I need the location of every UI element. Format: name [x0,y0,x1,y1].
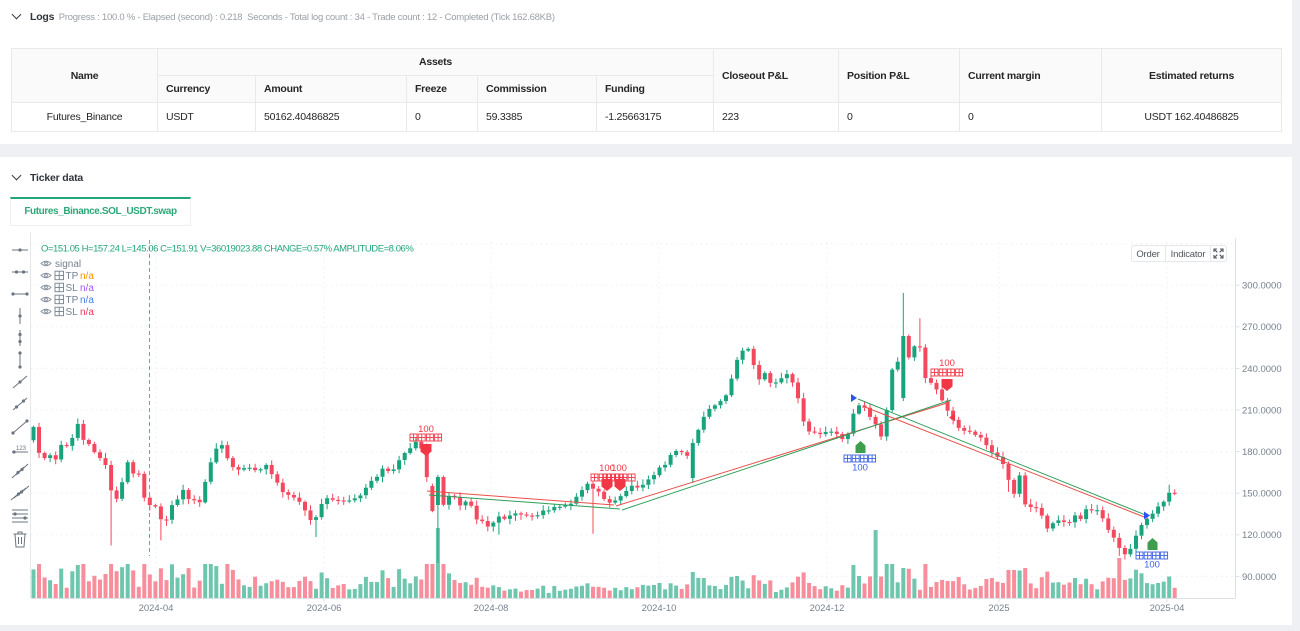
svg-text:2024-06: 2024-06 [307,603,342,614]
svg-text:SL: SL [66,307,79,318]
svg-text:TP: TP [66,295,79,306]
svg-text:2025-04: 2025-04 [1150,603,1185,614]
svg-text:100: 100 [852,463,868,474]
svg-text:100: 100 [599,463,615,474]
svg-text:120.0000: 120.0000 [1242,530,1282,541]
svg-text:n/a: n/a [80,283,94,294]
svg-text:O=151.05 H=157.24 L=145.06 C=1: O=151.05 H=157.24 L=145.06 C=151.91 V=36… [41,244,414,255]
svg-text:100: 100 [611,463,627,474]
svg-text:210.0000: 210.0000 [1242,405,1282,416]
svg-text:2024-08: 2024-08 [474,603,509,614]
svg-text:123: 123 [16,446,27,452]
svg-text:180.0000: 180.0000 [1242,447,1282,458]
svg-text:90.0000: 90.0000 [1242,572,1276,583]
svg-text:300.0000: 300.0000 [1242,281,1282,292]
svg-text:270.0000: 270.0000 [1242,322,1282,333]
svg-text:100: 100 [418,424,434,435]
svg-text:Indicator: Indicator [1171,249,1206,260]
svg-text:2024-12: 2024-12 [810,603,845,614]
svg-text:SL: SL [66,283,79,294]
svg-text:signal: signal [55,259,81,270]
svg-text:n/a: n/a [80,295,94,306]
svg-text:100: 100 [1144,560,1160,571]
svg-text:240.0000: 240.0000 [1242,364,1282,375]
svg-text:2024-10: 2024-10 [642,603,677,614]
svg-text:2024-04: 2024-04 [139,603,174,614]
svg-text:Order: Order [1136,249,1159,260]
svg-text:n/a: n/a [80,307,94,318]
svg-text:n/a: n/a [80,271,94,282]
svg-text:TP: TP [66,271,79,282]
svg-text:150.0000: 150.0000 [1242,489,1282,500]
svg-text:2025: 2025 [988,603,1009,614]
svg-text:100: 100 [939,358,955,369]
